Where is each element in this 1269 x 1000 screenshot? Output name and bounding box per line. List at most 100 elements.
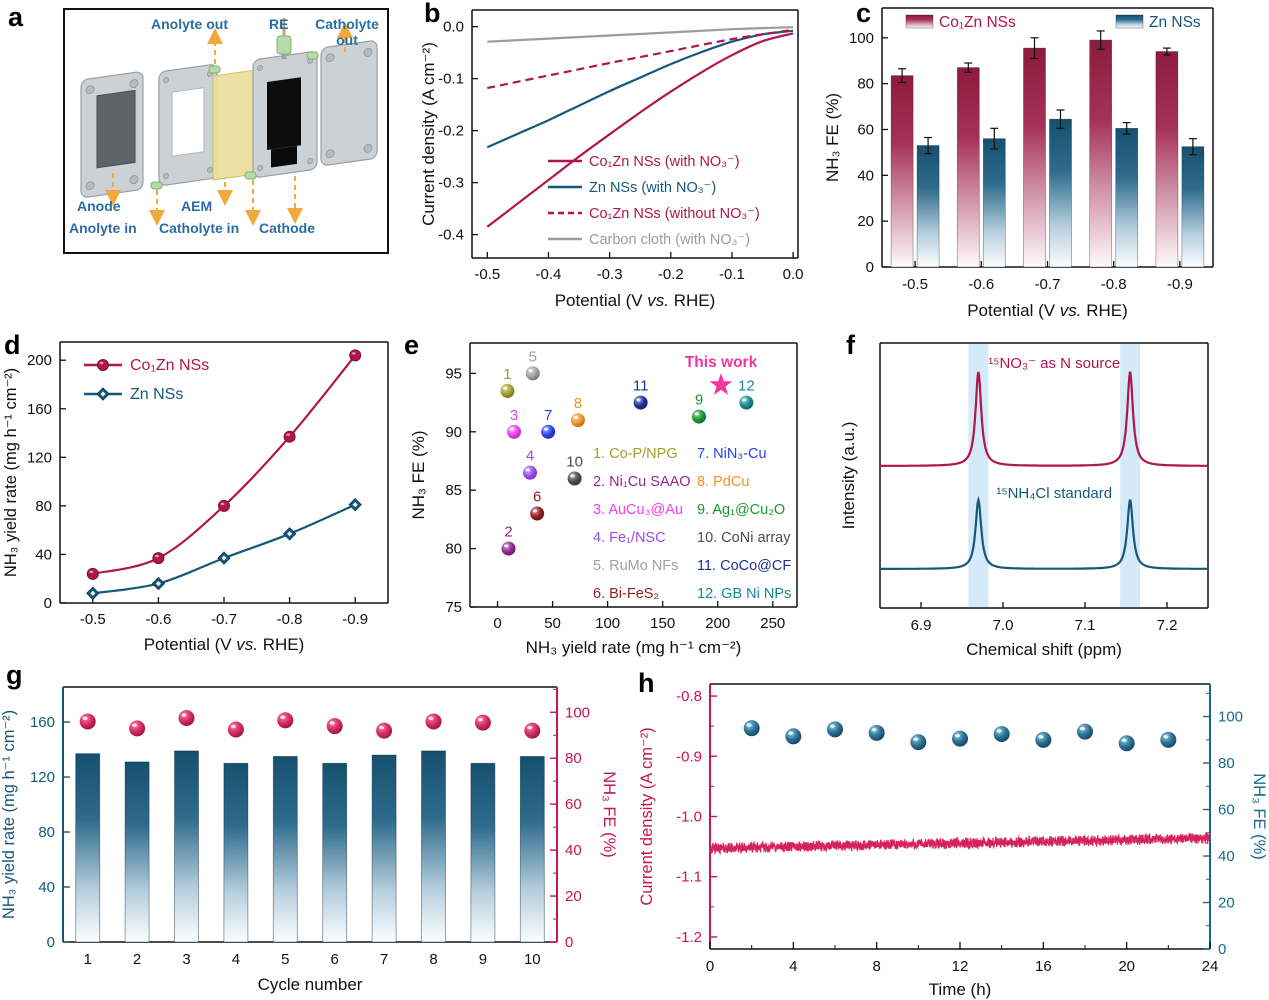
data-point-sphere xyxy=(1035,731,1052,748)
y-tick-label: 200 xyxy=(27,352,52,369)
point-number-label: 12 xyxy=(738,378,755,395)
tube-fitting xyxy=(244,171,257,180)
panel-f-nmr-chart: 6.9 7.0 7.1 7.2 Chemical shift (ppm) Intensit… xyxy=(840,342,1209,659)
x-tick-label: 150 xyxy=(650,615,675,632)
y-tick-label: 40 xyxy=(857,167,874,184)
panel-g-cycling-chart: 1 2 3 4 5 6 7 8 9 1004080120160020406080100Cycle … xyxy=(0,686,618,994)
legend-entry: 9. Ag₁@Cu₂O xyxy=(697,502,785,518)
x-axis-label: Chemical shift (ppm) xyxy=(966,640,1122,659)
trace-label: ¹⁵NH₄Cl standard xyxy=(996,485,1112,502)
data-point-sphere xyxy=(500,383,515,398)
marker-highlight xyxy=(286,433,291,436)
x-tick-label: -0.3 xyxy=(597,266,623,283)
data-point-sphere xyxy=(785,728,802,745)
end-plate-left xyxy=(80,71,144,198)
cathode-electrode xyxy=(267,77,301,151)
sphere-highlight xyxy=(230,724,236,729)
data-point-sphere xyxy=(474,714,491,731)
yield-bar xyxy=(272,756,298,943)
y-tick-label: 80 xyxy=(857,76,874,93)
sphere-highlight xyxy=(477,717,483,722)
sphere-highlight xyxy=(329,721,335,725)
y-tick-label: 0 xyxy=(44,595,52,612)
y-tick-label-right: 40 xyxy=(565,842,582,859)
y-tick-label-right: 80 xyxy=(565,750,582,767)
nmr-trace xyxy=(880,495,1208,570)
data-point xyxy=(349,349,362,362)
tube-fitting xyxy=(306,51,319,60)
data-point-sphere xyxy=(79,713,96,730)
point-number-label: 5 xyxy=(529,348,537,365)
legend-entry: 6. Bi-FeS₂ xyxy=(593,586,659,602)
data-point-sphere xyxy=(129,720,146,737)
y-axis-label-left: NH₃ yield rate (mg h⁻¹ cm⁻²) xyxy=(0,710,18,919)
data-point xyxy=(218,499,230,512)
data-point-sphere xyxy=(952,730,968,747)
x-tick-label: 9 xyxy=(479,951,487,968)
sphere-highlight xyxy=(527,725,533,730)
point-number-label: 1 xyxy=(503,366,511,383)
sphere-highlight xyxy=(570,474,575,478)
x-tick-label: -0.5 xyxy=(474,266,500,283)
bar-Co₁Zn NSs xyxy=(1089,39,1113,268)
marker-highlight xyxy=(154,554,159,558)
x-tick-label: 7 xyxy=(380,951,388,968)
y-tick-label-left: -0.8 xyxy=(676,688,702,705)
x-tick-label: 12 xyxy=(952,958,969,975)
yield-bar xyxy=(75,753,101,943)
reference-electrode-port xyxy=(276,18,292,59)
data-point-sphere xyxy=(1160,731,1177,748)
x-axis-label: NH₃ yield rate (mg h⁻¹ cm⁻²) xyxy=(526,638,742,657)
cell-schematic-drawing xyxy=(80,18,378,226)
y-axis-label: NH₃ FE (%) xyxy=(823,93,842,182)
legend-entry: 12. GB Ni NPs xyxy=(697,586,791,602)
sphere-highlight xyxy=(788,731,794,736)
sphere-highlight xyxy=(636,398,641,402)
legend-entry: 8. PdCu xyxy=(697,474,749,490)
sphere-highlight xyxy=(82,716,88,721)
sphere-highlight xyxy=(1079,726,1085,731)
x-tick-label: 5 xyxy=(281,951,289,968)
sphere-highlight xyxy=(741,398,747,402)
data-point-sphere xyxy=(1077,723,1093,740)
y-tick-label: -0.1 xyxy=(438,71,464,88)
x-tick-label: -0.2 xyxy=(658,266,684,283)
y-tick-label-right: 20 xyxy=(565,888,582,905)
x-tick-label: 1 xyxy=(84,951,92,968)
current-trace xyxy=(709,832,1211,856)
x-tick-label: 6 xyxy=(331,951,339,968)
cathode-sheet xyxy=(271,145,297,168)
sphere-highlight xyxy=(829,724,835,729)
marker-center xyxy=(287,531,293,537)
label-reference-electrode: RE xyxy=(269,16,289,32)
label-anolyte-out: Anolyte out xyxy=(151,16,228,32)
sphere-highlight xyxy=(996,729,1002,733)
legend-entry: 4. Fe₁/NSC xyxy=(593,530,666,546)
y-tick-label: 100 xyxy=(849,30,874,47)
data-point xyxy=(283,430,296,443)
data-point-sphere xyxy=(178,710,195,727)
sphere-highlight xyxy=(525,468,531,472)
y-tick-label-right: 100 xyxy=(565,704,590,721)
yield-bar xyxy=(470,762,496,943)
panel-letter-d: d xyxy=(4,330,21,360)
data-point-sphere xyxy=(541,424,556,439)
y-tick-label: 95 xyxy=(445,365,462,382)
yield-bar xyxy=(421,750,446,943)
x-tick-label: 2 xyxy=(133,951,141,968)
point-number-label: 3 xyxy=(510,407,518,424)
bar-Co₁Zn NSs xyxy=(1155,51,1179,268)
panel-b-lsv-chart: -0.5 -0.4 -0.3 -0.2 -0.1 0.0 0.0 -0.1 -0.2 -0.3 -0… xyxy=(420,9,804,310)
y-axis-label: Intensity (a.u.) xyxy=(840,422,858,530)
y-tick-label-right: 60 xyxy=(565,796,582,813)
x-tick-label: -0.5 xyxy=(902,276,928,293)
y-tick-label: 80 xyxy=(445,541,462,558)
data-point-sphere xyxy=(277,712,294,729)
y-tick-label: 75 xyxy=(445,599,462,616)
y-axis-label: Current density (A cm⁻²) xyxy=(420,42,438,226)
point-number-label: 4 xyxy=(526,448,534,465)
sphere-highlight xyxy=(504,544,509,548)
data-point-sphere xyxy=(633,395,648,410)
x-tick-label: 8 xyxy=(872,958,880,975)
panel-letter-c: c xyxy=(856,0,872,28)
